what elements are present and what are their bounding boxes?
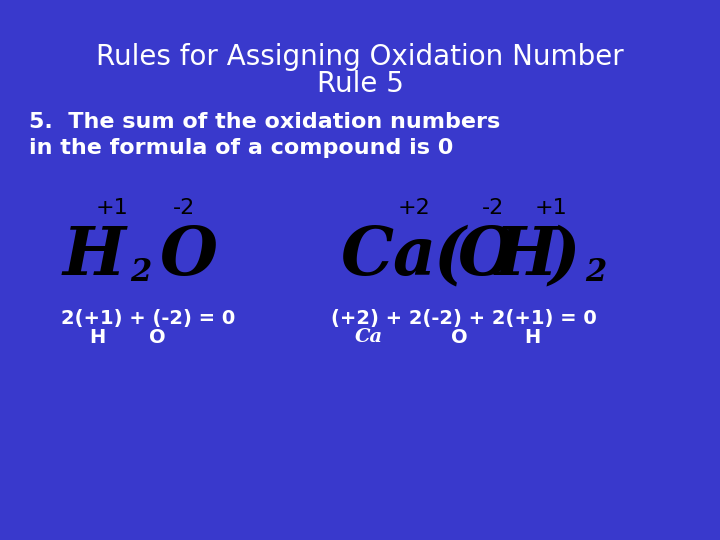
Text: O: O	[160, 224, 217, 289]
Text: Rules for Assigning Oxidation Number: Rules for Assigning Oxidation Number	[96, 43, 624, 71]
Text: O: O	[457, 224, 515, 289]
Text: (: (	[434, 224, 466, 289]
Text: (+2) + 2(-2) + 2(+1) = 0: (+2) + 2(-2) + 2(+1) = 0	[331, 309, 597, 328]
Text: O: O	[451, 328, 468, 347]
Text: Ca: Ca	[341, 224, 437, 289]
Text: 2: 2	[585, 257, 607, 288]
Text: 2(+1) + (-2) = 0: 2(+1) + (-2) = 0	[61, 309, 235, 328]
Text: -2: -2	[173, 198, 194, 218]
Text: +1: +1	[534, 198, 567, 218]
Text: Ca: Ca	[354, 328, 383, 347]
Text: O: O	[148, 328, 166, 347]
Text: H: H	[525, 328, 541, 347]
Text: +1: +1	[95, 198, 128, 218]
Text: -2: -2	[482, 198, 504, 218]
Text: in the formula of a compound is 0: in the formula of a compound is 0	[29, 138, 453, 159]
Text: +2: +2	[397, 198, 431, 218]
Text: H: H	[494, 224, 557, 289]
Text: H: H	[89, 328, 105, 347]
Text: ): )	[548, 224, 580, 289]
Text: H: H	[62, 224, 125, 289]
Text: Rule 5: Rule 5	[317, 70, 403, 98]
Text: 5.  The sum of the oxidation numbers: 5. The sum of the oxidation numbers	[29, 111, 500, 132]
Text: 2: 2	[130, 257, 151, 288]
